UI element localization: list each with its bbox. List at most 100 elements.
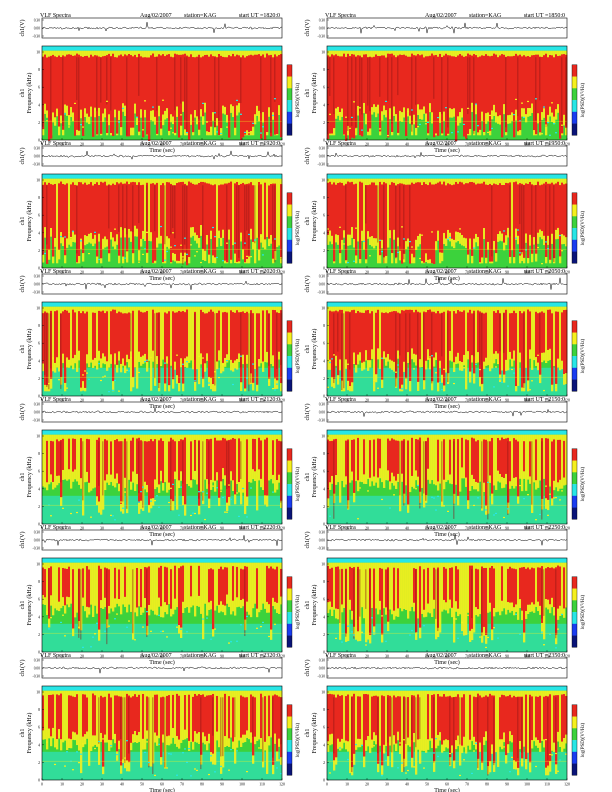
spectrogram-red-cell: [138, 310, 141, 352]
spectrogram-red-cell: [252, 185, 255, 242]
colorbar-segment: [287, 239, 292, 252]
spectrogram-cyan-band: [42, 686, 282, 691]
spectrogram-speckle: [52, 357, 54, 359]
panel-title: VLF Spectra: [40, 525, 71, 531]
spectrogram-burst: [517, 57, 519, 116]
spectrogram-yellow-cell: [256, 434, 259, 511]
spectrogram-yellow-cell: [495, 434, 498, 490]
spectrogram-red-cell: [441, 696, 444, 745]
spectrogram-burst: [244, 569, 246, 637]
spectrogram-red-cell: [525, 56, 528, 115]
freq-tick-label: 0: [323, 779, 325, 783]
spectrogram-burst: [184, 57, 186, 120]
spectrogram-red-cell: [437, 56, 440, 136]
spectrogram-red-cell: [154, 439, 157, 480]
spectrogram-red-cell: [234, 438, 237, 495]
spectrogram-red-cell: [453, 184, 456, 240]
spectrogram-red-cell: [329, 693, 332, 735]
spectrogram-red-cell: [467, 312, 470, 352]
time-tick-label: 100: [524, 527, 530, 531]
time-tick-label: 40: [120, 399, 124, 403]
spectrogram-yellow-cell: [200, 434, 203, 492]
freq-tick-label: 8: [323, 324, 325, 328]
spectrogram-burst: [78, 57, 80, 131]
colorbar-label: log(PSD)(V²/Hz): [295, 338, 301, 373]
spectrogram-red-cell: [230, 56, 233, 105]
spectrogram-red-cell: [417, 54, 420, 105]
spectrogram-speckle: [258, 115, 260, 117]
spectrogram-red-cell: [453, 311, 456, 363]
waveform-trace: [327, 534, 568, 546]
spectrogram-red-cell: [176, 693, 179, 736]
spectrogram-yellow-cell: [226, 690, 229, 746]
spectrogram-yellow-cell: [375, 434, 378, 483]
spectrogram-speckle: [50, 617, 52, 619]
spectrogram-burst: [156, 57, 158, 111]
colorbar-label: log(PSD)(V²/Hz): [295, 466, 301, 501]
spectrogram-speckle: [186, 253, 188, 255]
spectrogram-burst: [361, 57, 363, 115]
spectrogram-red-cell: [557, 181, 560, 228]
time-tick-label: 10: [345, 783, 349, 787]
waveform-trace: [41, 407, 283, 414]
spectrogram-red-cell: [371, 696, 374, 740]
spectrogram-speckle: [198, 355, 200, 358]
spectrogram-speckle: [172, 232, 174, 234]
spectrogram-speckle: [407, 769, 409, 772]
spectrogram-speckle: [487, 131, 489, 134]
spectrogram-red-cell: [54, 311, 57, 363]
spectrogram-speckle: [443, 505, 445, 507]
freq-tick-label: 6: [323, 86, 325, 90]
time-tick-label: 80: [200, 143, 204, 147]
spectrogram-speckle: [162, 99, 164, 101]
colorbar-frame: [286, 320, 293, 392]
spectrogram-yellow-cell: [337, 434, 340, 483]
spectrogram-red-cell: [383, 696, 386, 745]
spectrogram-red-cell: [86, 566, 89, 607]
spectrogram-speckle: [156, 495, 158, 497]
panel-title: VLF Spectra: [40, 653, 71, 659]
spectrogram-red-cell: [397, 184, 400, 238]
spectrogram-burst: [481, 569, 483, 636]
spectrogram-speckle: [134, 740, 136, 743]
time-tick-label: 0: [326, 271, 328, 275]
spectrogram-speckle: [62, 614, 64, 616]
spectrogram-speckle: [451, 132, 453, 134]
freq-tick-label: 8: [323, 452, 325, 456]
spectrogram-speckle: [176, 774, 178, 776]
time-tick-label: 70: [465, 655, 469, 659]
spectrogram-speckle: [457, 637, 459, 639]
spectrogram-yellow-cell: [252, 562, 255, 609]
spectrogram-red-cell: [168, 695, 171, 736]
spectrogram-yellow-cell: [190, 690, 193, 742]
spectrogram-speckle: [553, 123, 555, 125]
spectrogram-speckle: [431, 355, 433, 357]
spectrogram-speckle: [150, 356, 152, 359]
spectrogram-cyan-band: [327, 46, 567, 51]
spectrogram-speckle: [116, 613, 118, 615]
spectrogram-red-cell: [62, 438, 65, 470]
spectrogram-red-cell: [345, 440, 348, 477]
spectrogram-red-cell: [114, 184, 117, 242]
freq-tick-label: 0: [323, 651, 325, 655]
spectrogram-yellow-cell: [48, 434, 51, 485]
spectrogram-speckle: [214, 236, 216, 238]
spectrogram-yellow-cell: [256, 690, 259, 741]
spectrogram-burst: [433, 57, 435, 99]
panel-title: VLF Spectra: [325, 397, 356, 403]
spectrogram-red-cell: [178, 182, 181, 261]
spectrogram-yellow-cell: [76, 562, 79, 613]
spectrogram-burst: [212, 697, 214, 736]
spectrogram-speckle: [140, 491, 142, 493]
spectrogram-red-cell: [537, 181, 540, 233]
panel-title: VLF Spectra: [325, 525, 356, 531]
spectrogram-yellow-cell: [144, 178, 147, 242]
spectrogram-red-cell: [381, 55, 384, 112]
spectrogram-burst: [409, 313, 411, 365]
time-tick-label: 60: [160, 783, 164, 787]
time-tick-label: 10: [60, 527, 64, 531]
spectrogram-red-cell: [168, 441, 171, 483]
spectrogram-red-cell: [507, 568, 510, 602]
spectrogram-red-cell: [116, 57, 119, 134]
spectrogram-speckle: [228, 484, 230, 486]
